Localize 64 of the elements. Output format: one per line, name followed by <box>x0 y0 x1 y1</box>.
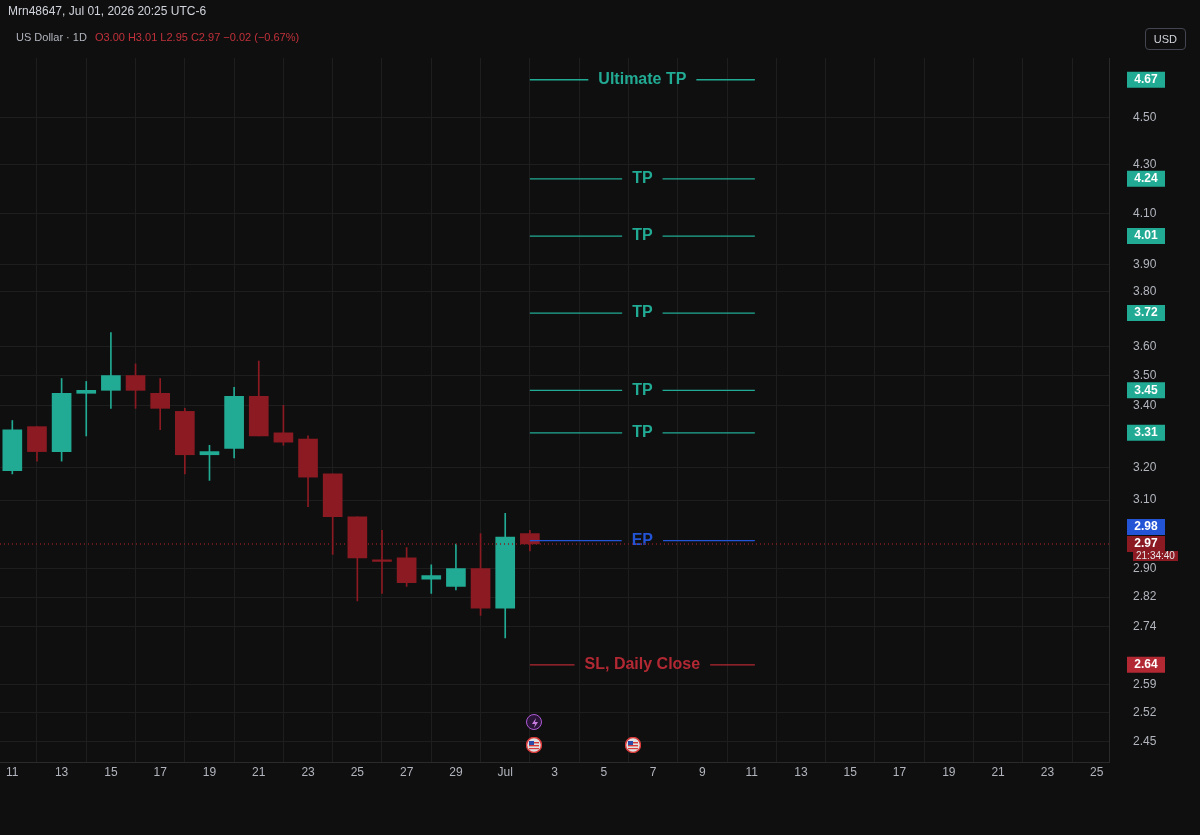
text: 3.45 <box>1134 382 1158 397</box>
candlestick <box>421 564 442 594</box>
x-tick-label: 13 <box>54 765 69 780</box>
x-tick-label: 11 <box>6 765 19 780</box>
text: 2.98 <box>1134 519 1158 534</box>
y-tick-label: 2.90 <box>1133 560 1157 575</box>
x-tick-label: 21 <box>252 765 266 780</box>
y-tick-label: 2.52 <box>1133 704 1157 719</box>
ref-line-label: SL, Daily Close <box>584 655 701 673</box>
y-tick-label: 2.82 <box>1133 589 1157 604</box>
y-tick-label: 3.40 <box>1133 397 1157 412</box>
x-tick-label: Jul <box>497 765 513 780</box>
y-tick-label: 3.50 <box>1133 367 1157 382</box>
text: 3.72 <box>1134 305 1158 320</box>
x-tick-label: 25 <box>1090 765 1104 780</box>
x-tick-label: 19 <box>202 765 217 780</box>
x-tick-label: 23 <box>1040 765 1055 780</box>
ref-line-label: TP <box>632 423 653 441</box>
y-tick-label: 2.59 <box>1133 676 1157 691</box>
text: 2.64 <box>1134 657 1158 672</box>
y-tick-label: 4.30 <box>1133 156 1157 171</box>
y-tick-label: 4.10 <box>1133 205 1157 220</box>
ref-line-label: Ultimate TP <box>598 70 687 88</box>
chart-title: US Dollar · 1D <box>16 31 87 43</box>
ref-line-label: TP <box>632 380 653 398</box>
text: 4.24 <box>1134 171 1158 186</box>
x-tick-label: 17 <box>892 765 907 780</box>
y-tick-label: 3.10 <box>1133 492 1157 507</box>
text: Mrn48647, Jul 01, 2026 20:25 UTC-6 <box>8 4 207 18</box>
x-tick-label: 23 <box>301 765 316 780</box>
ref-line-label: TP <box>632 226 653 244</box>
x-tick-label: 9 <box>699 765 707 780</box>
x-tick-label: 19 <box>942 765 956 780</box>
text: 21:34:40 <box>1133 550 1178 561</box>
ref-line-label: TP <box>632 303 653 321</box>
candlestick <box>76 381 97 437</box>
x-tick-label: 29 <box>449 765 463 780</box>
x-tick-label: 11 <box>745 765 759 780</box>
candlestick <box>101 332 121 409</box>
x-tick-label: 3 <box>551 765 559 780</box>
text: 3.31 <box>1134 425 1158 440</box>
x-tick-label: 27 <box>399 765 414 780</box>
x-tick-label: 7 <box>649 765 657 780</box>
y-tick-label: 3.20 <box>1133 459 1157 474</box>
chart-subtitle: O3.00 H3.01 L2.95 C2.97 −0.02 (−0.67%) <box>94 31 300 43</box>
x-tick-label: 15 <box>104 765 118 780</box>
y-tick-label: 3.60 <box>1133 338 1157 353</box>
text: 2.97 <box>1134 536 1158 551</box>
y-tick-label: 2.45 <box>1133 733 1157 748</box>
x-tick-label: 25 <box>350 765 365 780</box>
y-tick-label: 3.90 <box>1133 256 1157 271</box>
y-tick-label: 2.74 <box>1133 619 1157 633</box>
y-tick-label: 3.80 <box>1133 283 1157 298</box>
x-tick-label: 21 <box>991 765 1006 780</box>
x-tick-label: 5 <box>600 765 608 780</box>
text: USD <box>1144 28 1186 50</box>
y-tick-label: 4.50 <box>1133 110 1157 125</box>
ref-line-label: EP <box>631 530 654 548</box>
text: 4.67 <box>1134 72 1158 87</box>
text: 4.01 <box>1134 228 1158 243</box>
ref-line-label: TP <box>632 169 653 187</box>
x-tick-label: 15 <box>843 765 858 780</box>
x-tick-label: 17 <box>153 765 168 780</box>
x-tick-label: 13 <box>794 765 808 780</box>
